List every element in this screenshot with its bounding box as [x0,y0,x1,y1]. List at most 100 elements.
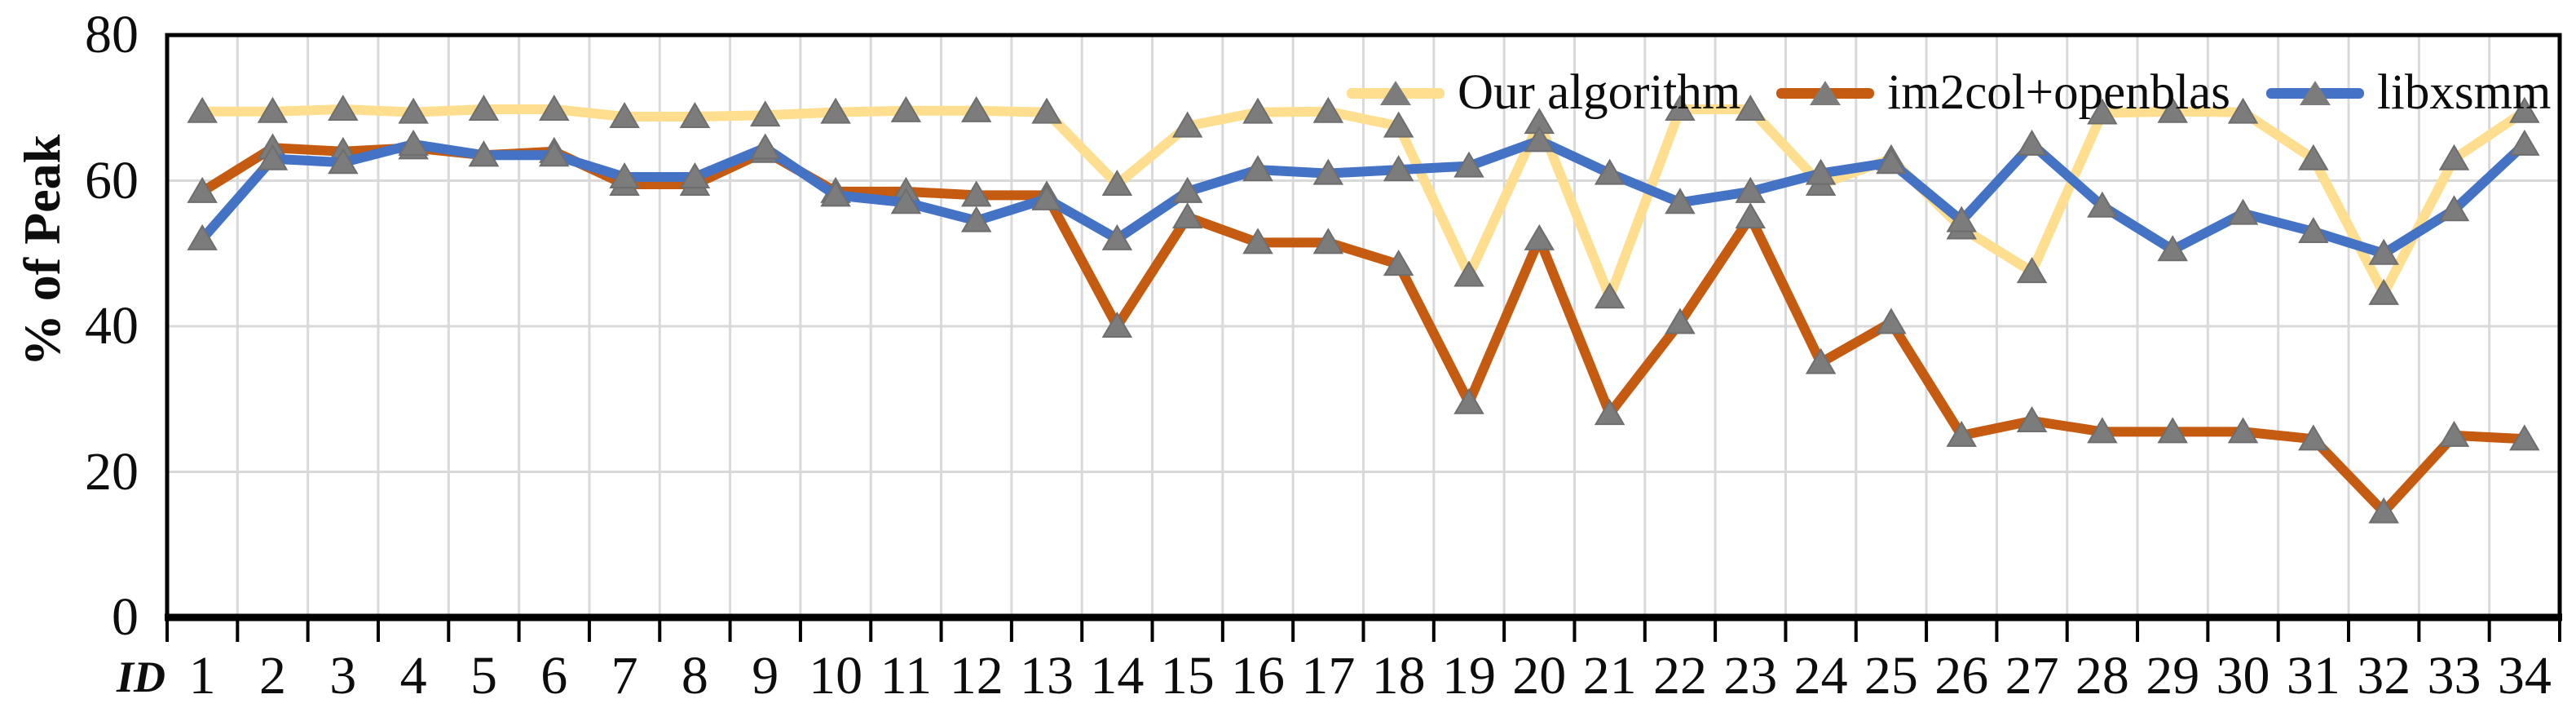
data-point-marker [1383,250,1414,276]
legend: Our algorithm im2col+openblas libxsmm [1347,65,2551,121]
data-point-marker [2509,129,2540,156]
x-tick-label: 8 [681,646,708,706]
data-point-marker [750,133,781,160]
data-point-marker [1031,184,1062,210]
x-tick-label: 1 [188,646,216,706]
y-tick-label: 20 [85,441,139,502]
data-point-marker [960,180,992,207]
x-tick-label: 6 [540,646,568,706]
x-tick-label: 7 [611,646,638,706]
data-point-marker [1242,97,1273,124]
data-point-marker [2438,420,2470,447]
data-point-marker [2016,406,2048,433]
data-point-marker [1594,158,1625,185]
x-tick-label: 29 [2146,646,2200,706]
x-tick-label: 19 [1441,646,1496,706]
data-point-marker [1031,97,1062,124]
series-line-0 [197,104,2530,303]
legend-label: im2col+openblas [1887,65,2230,120]
data-point-marker [2087,191,2118,218]
triangle-marker-icon [2299,81,2331,105]
x-tick-label: 27 [2005,646,2059,706]
x-tick-label: 16 [1231,646,1285,706]
data-point-marker [468,95,500,122]
data-point-marker [1242,155,1273,182]
data-point-marker [890,188,922,215]
data-point-marker [1805,158,1837,185]
x-tick-label: 12 [949,646,1003,706]
data-point-marker [2368,497,2399,524]
data-point-marker [398,97,429,124]
data-point-marker [2368,238,2399,265]
data-point-marker [1665,188,1696,215]
triangle-marker-icon [1380,81,1411,105]
data-point-marker [187,176,218,203]
data-point-marker [1524,223,1555,250]
data-point-marker [2087,98,2118,125]
data-point-marker [1312,158,1344,185]
x-tick-label: 15 [1160,646,1215,706]
x-tick-label: 13 [1020,646,1074,706]
data-point-marker [187,96,218,123]
data-point-marker [960,95,992,122]
data-point-marker [1101,169,1133,196]
data-point-marker [2298,424,2329,451]
legend-item-im2col-openblas: im2col+openblas [1776,66,2230,120]
data-point-marker [2227,97,2259,124]
data-point-marker [328,148,359,175]
data-point-marker [1171,176,1203,203]
data-point-marker [1594,399,1625,426]
data-point-marker [750,100,781,127]
data-point-marker [468,140,500,167]
data-point-marker [1946,206,1977,232]
legend-sample-line [1776,79,1875,107]
data-point-marker [960,206,992,232]
x-tick-label: 24 [1793,646,1848,706]
data-point-marker [2438,144,2470,170]
x-tick-label: 2 [258,646,286,706]
data-point-marker [2157,235,2188,262]
data-point-marker [1665,307,1696,334]
data-point-marker [1946,420,1977,447]
y-tick-label: 0 [112,587,139,647]
data-point-marker [2016,257,2048,284]
data-point-marker [2087,417,2118,444]
x-tick-label: 18 [1371,646,1426,706]
data-point-marker [1735,95,1767,122]
data-point-marker [2157,96,2188,123]
data-point-marker [1171,111,1203,138]
x-tick-label: 20 [1512,646,1567,706]
x-tick-label: 31 [2286,646,2340,706]
data-point-marker [187,223,218,250]
data-point-marker [890,95,922,122]
data-point-marker [1735,176,1767,203]
y-tick-label: 40 [85,296,139,356]
data-point-marker [1876,307,1907,334]
data-point-marker [1383,155,1414,182]
y-tick-label: 80 [85,5,139,64]
data-point-marker [398,129,429,156]
data-point-marker [2157,417,2188,444]
data-point-marker [257,96,289,123]
x-tick-label: 11 [880,646,933,706]
data-point-marker [820,180,851,207]
data-point-marker [609,101,640,128]
x-tick-label: 32 [2357,646,2411,706]
data-point-marker [1876,148,1907,175]
x-tick-label: 34 [2497,646,2552,706]
data-point-marker [1312,228,1344,254]
data-point-marker [1594,282,1625,309]
data-point-marker [820,97,851,124]
data-point-marker [1735,202,1767,229]
x-tick-label: 28 [2075,646,2129,706]
data-point-marker [1101,312,1133,338]
data-point-marker [1453,260,1484,287]
data-point-marker [328,95,359,122]
data-point-marker [2509,96,2540,123]
x-tick-label: 22 [1652,646,1707,706]
x-tick-label: 3 [329,646,357,706]
x-tick-label: 33 [2427,646,2481,706]
data-point-marker [2298,216,2329,243]
data-point-marker [2368,278,2399,305]
